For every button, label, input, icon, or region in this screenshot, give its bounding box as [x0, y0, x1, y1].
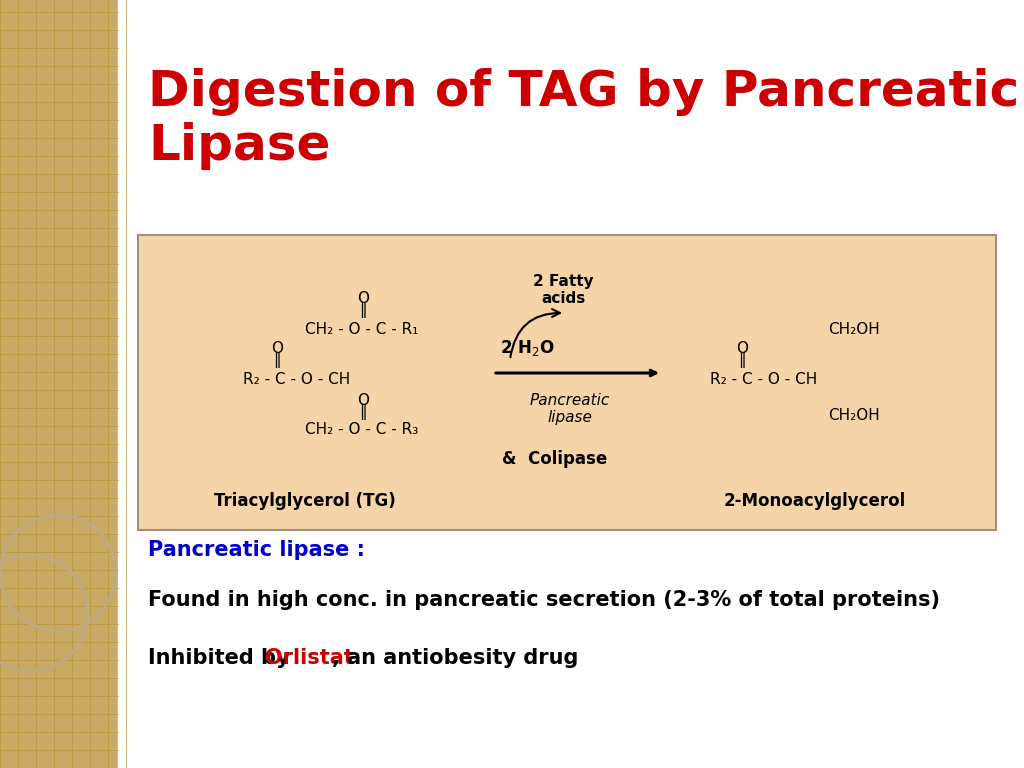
Text: Pancreatic
lipase: Pancreatic lipase [529, 393, 610, 425]
Text: CH₂ - O - C - R₃: CH₂ - O - C - R₃ [305, 422, 418, 438]
Text: R₂ - C - O - CH: R₂ - C - O - CH [710, 372, 817, 388]
Text: O: O [271, 341, 283, 356]
Bar [138, 235, 996, 530]
Text: CH₂OH: CH₂OH [828, 323, 880, 337]
Text: , an antiobesity drug: , an antiobesity drug [332, 648, 579, 668]
Text: Digestion of TAG by Pancreatic
Lipase: Digestion of TAG by Pancreatic Lipase [148, 68, 1019, 170]
Text: ‖: ‖ [359, 404, 367, 420]
Bar [0, 0, 118, 768]
Bar [118, 0, 1024, 768]
Text: 2 Fatty
acids: 2 Fatty acids [532, 273, 593, 306]
Text: CH₂ - O - C - R₁: CH₂ - O - C - R₁ [305, 323, 419, 337]
Text: O: O [357, 291, 369, 306]
Text: Triacylglycerol (TG): Triacylglycerol (TG) [214, 492, 396, 510]
Text: O: O [736, 341, 748, 356]
Text: &  Colipase: & Colipase [503, 450, 607, 468]
FancyArrowPatch shape [510, 309, 560, 357]
Text: 2 H$_2$O: 2 H$_2$O [500, 338, 555, 358]
Text: ‖: ‖ [359, 302, 367, 318]
Text: CH₂OH: CH₂OH [828, 409, 880, 423]
Text: O: O [357, 393, 369, 408]
Text: R₂ - C - O - CH: R₂ - C - O - CH [243, 372, 350, 388]
Text: Found in high conc. in pancreatic secretion (2-3% of total proteins): Found in high conc. in pancreatic secret… [148, 590, 940, 610]
Text: 2-Monoacylglycerol: 2-Monoacylglycerol [724, 492, 906, 510]
Text: Pancreatic lipase :: Pancreatic lipase : [148, 540, 365, 560]
Text: Orlistat: Orlistat [265, 648, 353, 668]
Text: ‖: ‖ [738, 352, 745, 368]
Text: Inhibited by: Inhibited by [148, 648, 297, 668]
Text: ‖: ‖ [273, 352, 281, 368]
